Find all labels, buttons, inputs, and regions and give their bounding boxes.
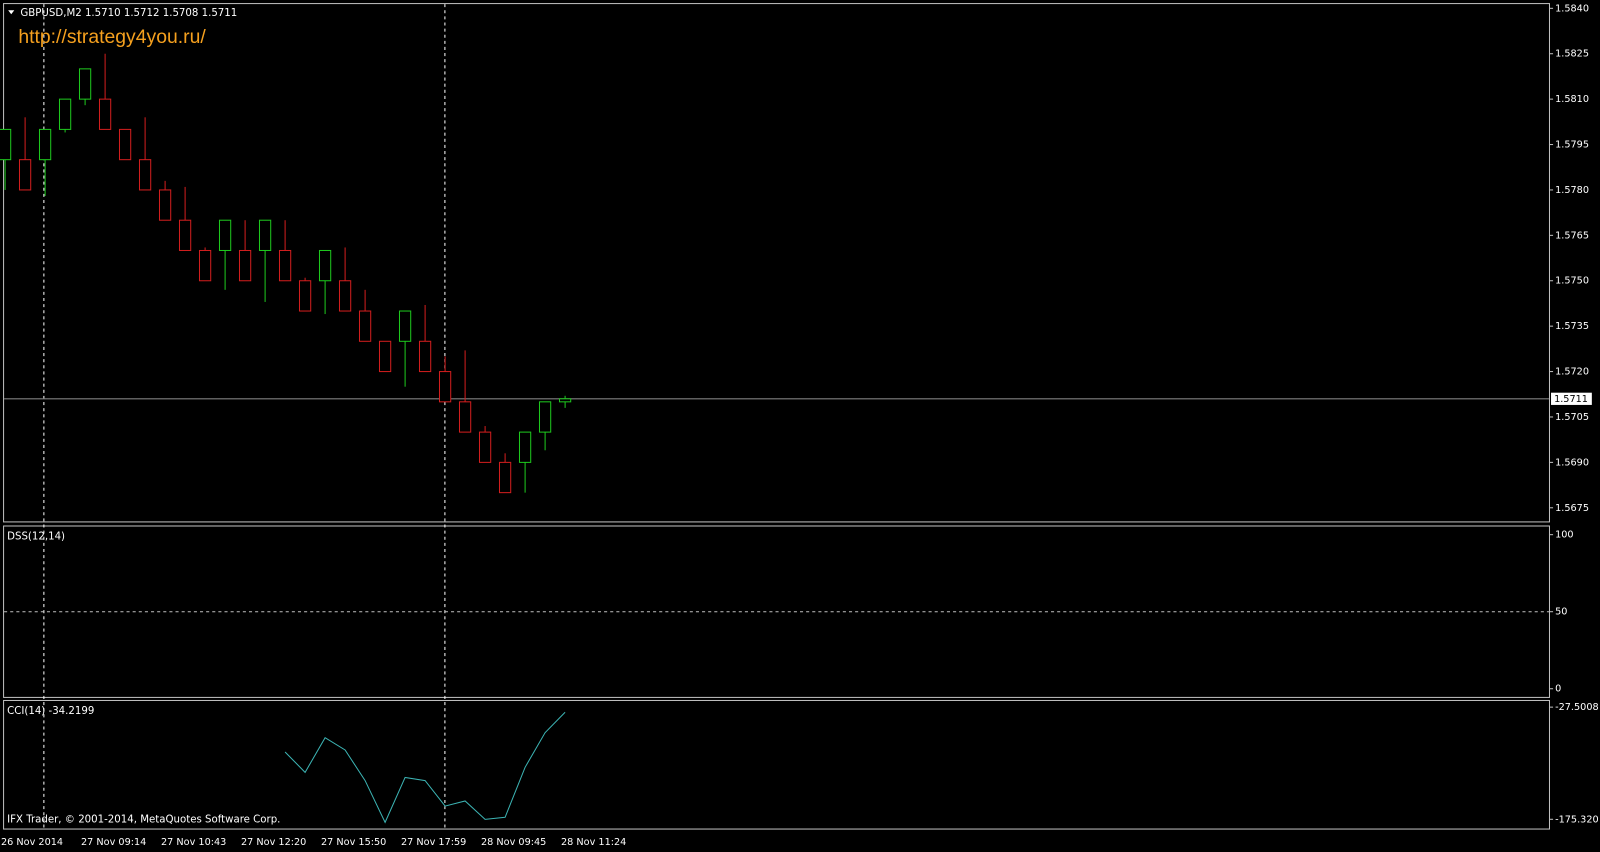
candle-body — [98, 98, 112, 130]
candle-body — [538, 401, 552, 433]
y-tick-label: 1.5765 — [1555, 230, 1589, 241]
y-tick-label: 50 — [1555, 607, 1567, 618]
candle-body — [238, 249, 252, 282]
y-tick-label: 1.5675 — [1555, 503, 1589, 514]
y-tick-label: 100 — [1555, 530, 1574, 541]
y-tick-label: 1.5795 — [1555, 140, 1589, 151]
candle-body — [438, 371, 452, 403]
y-tick-label: 1.5705 — [1555, 412, 1589, 423]
y-tick-label: 0 — [1555, 684, 1561, 695]
x-tick-label: 27 Nov 10:43 — [161, 837, 226, 848]
chart-title: GBPUSD,M2 1.5710 1.5712 1.5708 1.5711 — [20, 8, 237, 19]
price-panel — [3, 3, 1550, 523]
x-tick-label: 27 Nov 17:59 — [401, 837, 466, 848]
candle-body — [338, 280, 352, 312]
candle-body — [398, 310, 412, 342]
candle-body — [78, 68, 92, 100]
y-tick-label: 1.5735 — [1555, 321, 1589, 332]
candle-body — [178, 219, 192, 251]
y-tick-label: -175.320 — [1555, 814, 1599, 825]
watermark: http://strategy4you.ru/ — [18, 26, 206, 48]
x-tick-label: 27 Nov 15:50 — [321, 837, 386, 848]
candle-body — [558, 398, 572, 403]
y-tick-label: 1.5750 — [1555, 276, 1589, 287]
candle-body — [158, 189, 172, 221]
y-tick-label: 1.5840 — [1555, 3, 1589, 14]
candle-body — [358, 310, 372, 342]
y-tick-label: 1.5810 — [1555, 94, 1589, 105]
candle-body — [498, 461, 512, 494]
candle-body — [378, 340, 392, 373]
y-tick-label: -27.5008 — [1555, 702, 1599, 713]
x-tick-label: 28 Nov 11:24 — [561, 837, 626, 848]
candle-body — [138, 159, 152, 191]
candle-body — [58, 98, 72, 130]
cci-panel — [3, 699, 1550, 830]
candle-body — [258, 219, 272, 251]
y-tick-label: 1.5690 — [1555, 457, 1589, 468]
indicator-title: CCI(14) -34.2199 — [7, 706, 94, 717]
candle-body — [418, 340, 432, 373]
candle-body — [518, 431, 532, 463]
indicator-title: DSS(12,14) — [7, 532, 65, 543]
y-tick-label: 1.5720 — [1555, 367, 1589, 378]
y-tick-label: 1.5825 — [1555, 49, 1589, 60]
candle-body — [0, 128, 12, 161]
y-tick-label: 1.5780 — [1555, 185, 1589, 196]
footer: IFX Trader, © 2001-2014, MetaQuotes Soft… — [7, 814, 280, 825]
last-price-label: 1.5711 — [1554, 394, 1588, 405]
candle-body — [118, 128, 132, 161]
candle-body — [18, 159, 32, 191]
x-tick-label: 27 Nov 12:20 — [241, 837, 306, 848]
candle-body — [298, 280, 312, 312]
x-tick-label: 27 Nov 09:14 — [81, 837, 146, 848]
candle-body — [278, 249, 292, 282]
candle-body — [38, 128, 52, 161]
candle-body — [198, 249, 212, 282]
indicator-line — [284, 711, 566, 824]
menu-arrow[interactable] — [8, 10, 15, 15]
x-tick-label: 26 Nov 2014 — [1, 837, 63, 848]
last-price-box — [1551, 392, 1592, 405]
candle-body — [318, 249, 332, 282]
x-tick-label: 28 Nov 09:45 — [481, 837, 546, 848]
candle-body — [218, 219, 232, 251]
candle-body — [478, 431, 492, 463]
candle-body — [458, 401, 472, 433]
